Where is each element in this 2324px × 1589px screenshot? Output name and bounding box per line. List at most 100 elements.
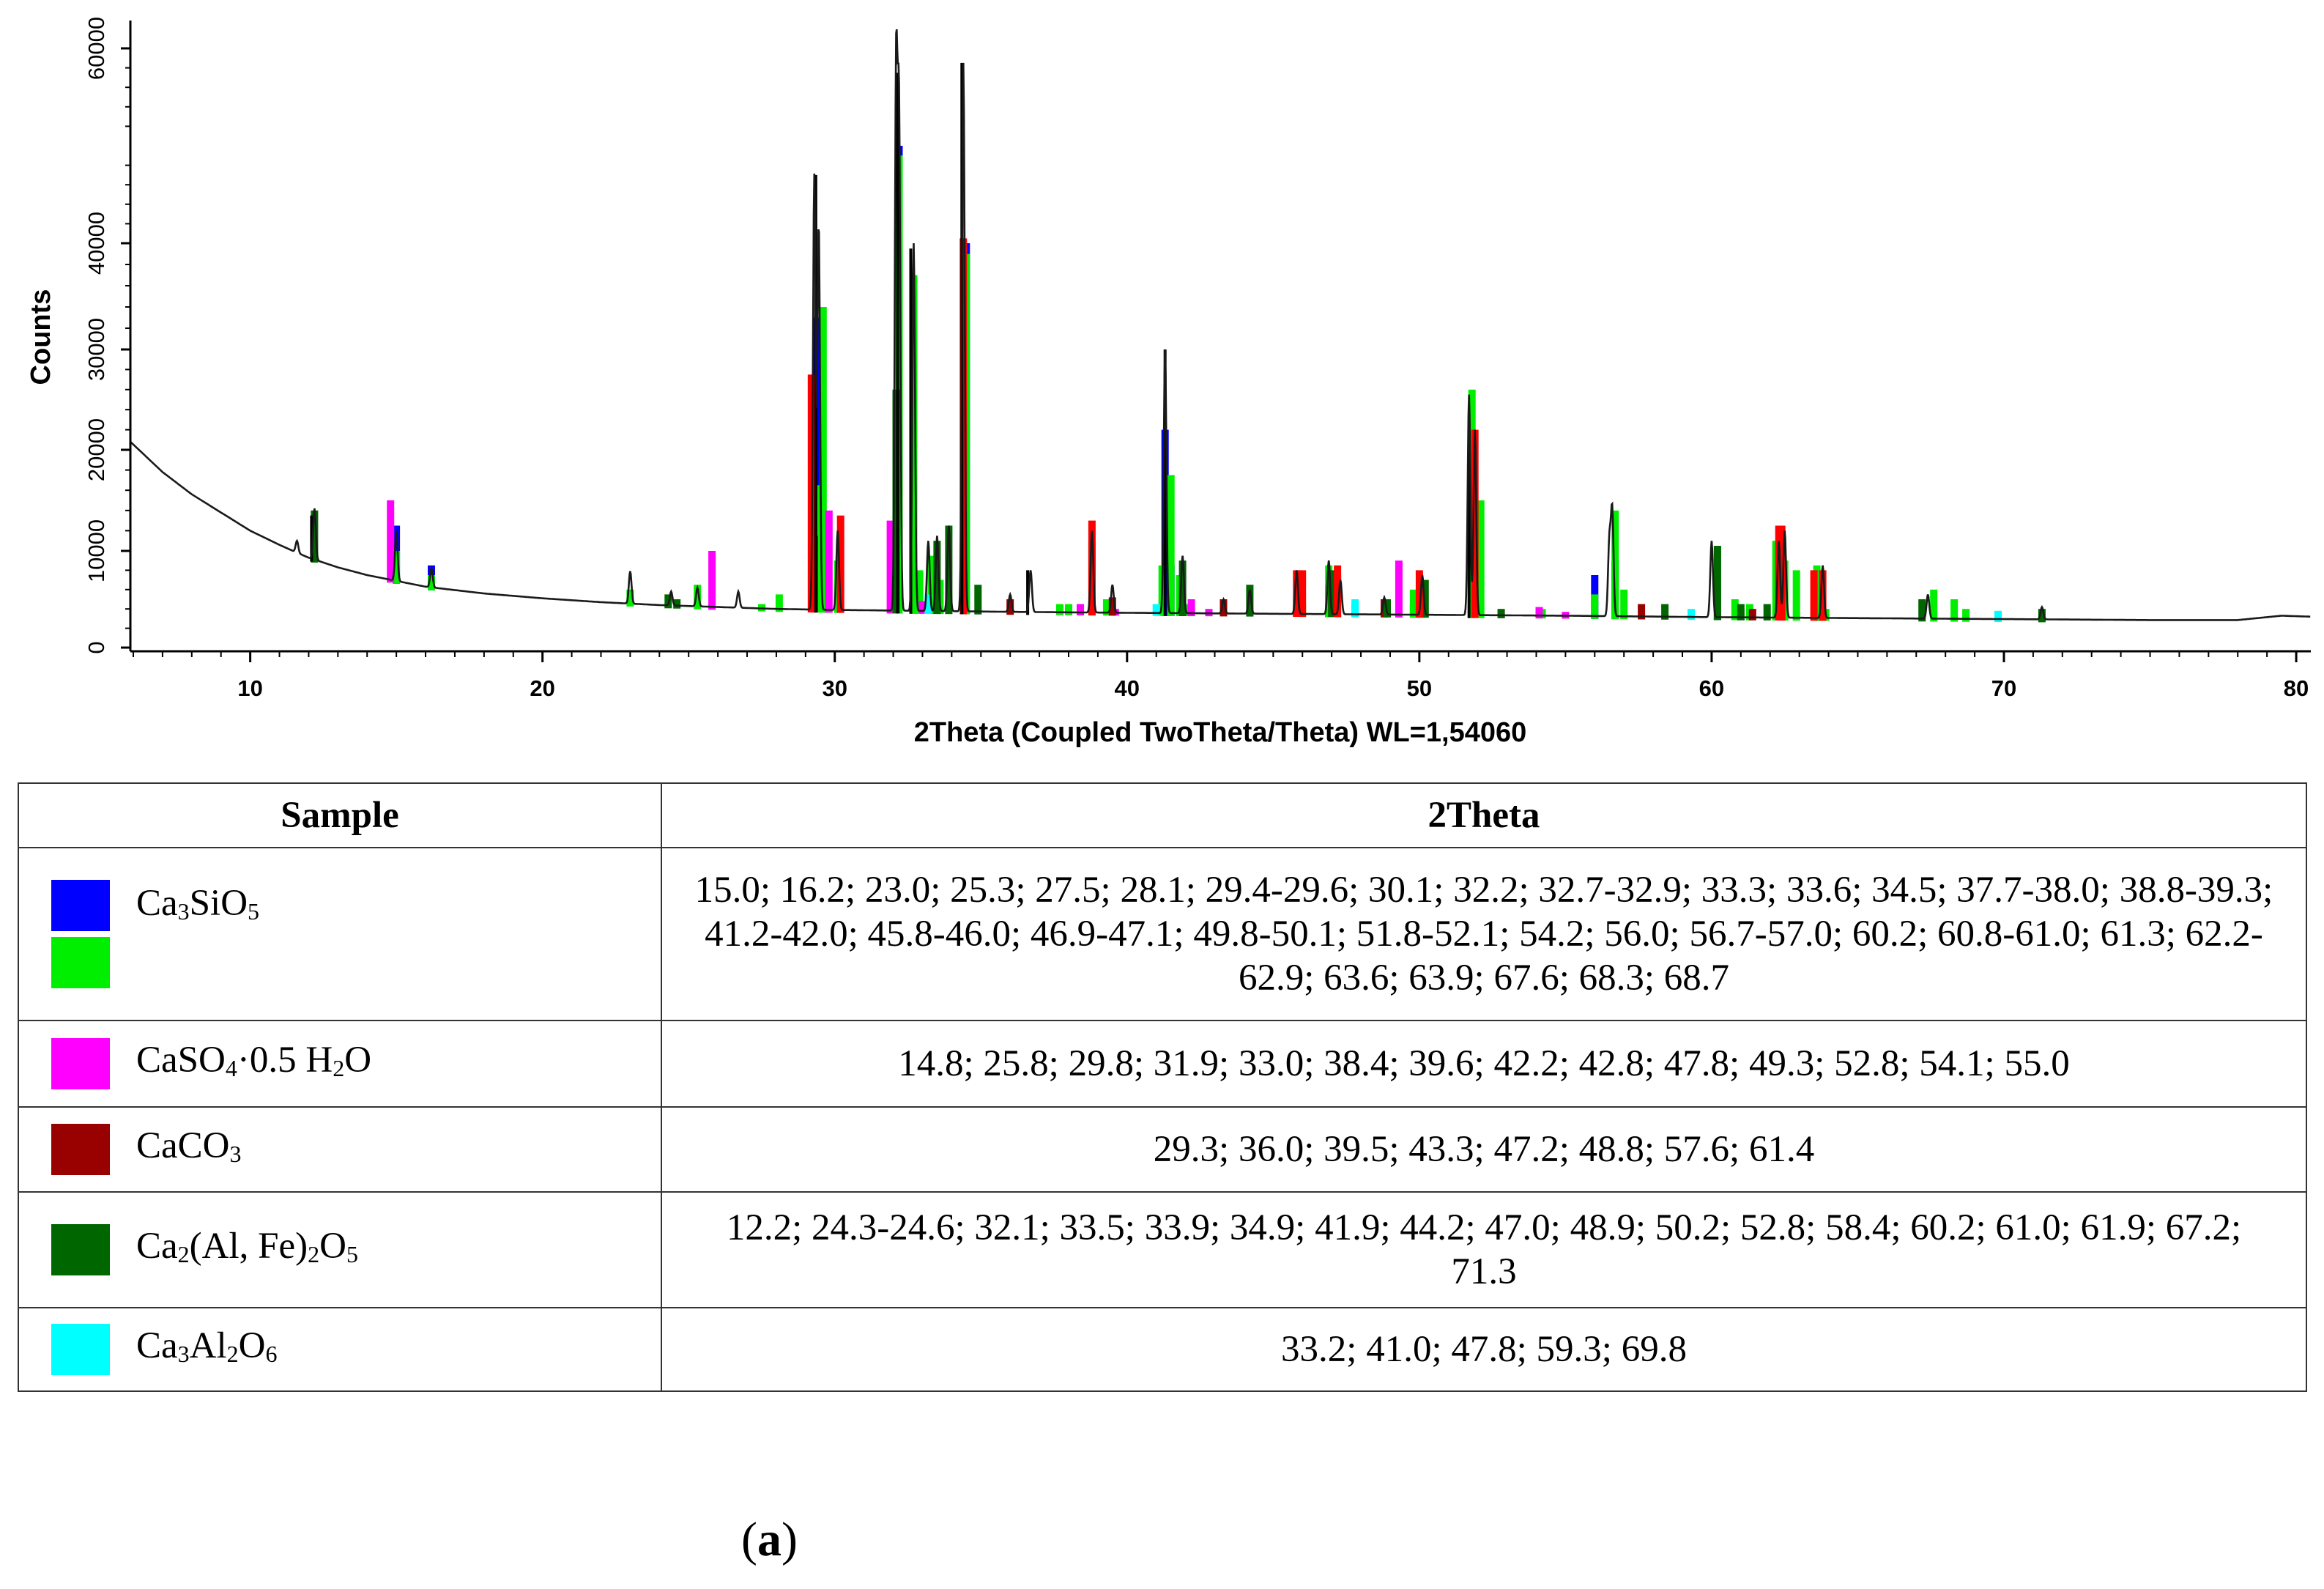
x-tick-label: 10 [237, 675, 262, 701]
table-row: Ca3Al2O6 33.2; 41.0; 47.8; 59.3; 69.8 [18, 1307, 2307, 1392]
reference-marker [708, 551, 716, 610]
y-ticks: 0 10000 20000 30000 40000 60000 [83, 17, 130, 654]
legend-swatch [51, 880, 110, 931]
y-axis-label: Counts [26, 289, 56, 385]
reference-marker [945, 525, 953, 615]
sample-cell: Ca2(Al, Fe)2O5 [18, 1191, 662, 1308]
reference-marker [1328, 570, 1336, 618]
peaks-cell: 15.0; 16.2; 23.0; 25.3; 27.5; 28.1; 29.4… [661, 847, 2307, 1021]
legend-swatch [51, 1124, 110, 1175]
reference-marker [1688, 609, 1695, 621]
header-sample: Sample [18, 782, 662, 848]
reference-marker [896, 73, 899, 614]
x-tick-label: 50 [1407, 675, 1432, 701]
reference-marker [1299, 570, 1307, 618]
reference-marker [1467, 450, 1471, 618]
marker-series-0 [393, 146, 1821, 621]
reference-markers [310, 62, 2046, 623]
legend-swatch [51, 1324, 110, 1375]
y-tick-label: 10000 [83, 519, 109, 582]
reference-marker [1471, 429, 1479, 618]
reference-marker [1077, 604, 1084, 615]
reference-marker [1638, 604, 1646, 620]
reference-marker [1334, 565, 1342, 618]
reference-marker [1477, 500, 1485, 618]
reference-marker [916, 570, 924, 614]
reference-marker [1497, 609, 1505, 618]
x-tick-label: 40 [1115, 675, 1140, 701]
y-tick-label: 60000 [83, 17, 109, 80]
xrd-chart: 0 10000 20000 30000 40000 60000 10 20 30 40 50 60 7… [26, 17, 2311, 748]
measured-pattern [130, 29, 2311, 621]
reference-marker [1108, 597, 1116, 616]
legend-swatch [51, 1038, 110, 1089]
reference-marker [1056, 604, 1063, 615]
y-tick-label: 30000 [83, 318, 109, 381]
reference-marker [1395, 560, 1403, 618]
reference-marker [673, 599, 681, 609]
table-header-row: Sample 2Theta [18, 782, 2307, 848]
sample-name: Ca3SiO5 [136, 882, 260, 925]
reference-marker [1950, 599, 1959, 622]
reference-marker [428, 575, 435, 590]
reference-marker [927, 555, 935, 614]
reference-marker [910, 275, 918, 614]
reference-marker [886, 520, 894, 614]
reference-marker [1152, 604, 1160, 616]
peaks-cell: 33.2; 41.0; 47.8; 59.3; 69.8 [661, 1307, 2307, 1392]
sample-cell: Ca3Al2O6 [18, 1307, 662, 1392]
reference-marker [1102, 599, 1110, 616]
peaks-cell: 29.3; 36.0; 39.5; 43.3; 47.2; 48.8; 57.6… [661, 1106, 2307, 1193]
reference-marker [694, 585, 702, 610]
sample-name: Ca2(Al, Fe)2O5 [136, 1225, 358, 1267]
reference-marker [626, 589, 634, 607]
reference-marker [1219, 599, 1228, 617]
reference-marker [1178, 560, 1187, 616]
peaks-cell: 14.8; 25.8; 29.8; 31.9; 33.0; 38.4; 39.6… [661, 1020, 2307, 1108]
reference-marker [775, 594, 783, 612]
reference-marker [1293, 570, 1301, 617]
reference-marker [1611, 510, 1619, 620]
reference-marker [1962, 609, 1970, 622]
pattern-line [130, 29, 2311, 621]
reference-marker [1088, 520, 1096, 616]
reference-marker [1351, 599, 1359, 618]
reference-marker [1713, 546, 1721, 621]
reference-marker [1994, 610, 2002, 622]
legend-swatch [51, 1224, 110, 1275]
x-tick-label: 30 [822, 675, 847, 701]
reference-marker [1187, 599, 1195, 617]
reference-marker [924, 594, 932, 614]
reference-marker [2038, 609, 2046, 623]
reference-marker [819, 307, 827, 613]
reference-marker [918, 601, 927, 614]
sample-cell: Ca3SiO5 [18, 847, 662, 1021]
sample-name: CaSO4·0.5 H2O [136, 1039, 372, 1081]
reference-marker [1737, 604, 1745, 621]
reference-marker [1810, 570, 1818, 621]
table-row: Ca3SiO5 15.0; 16.2; 23.0; 25.3; 27.5; 28.… [18, 847, 2307, 1021]
phase-table: Sample 2Theta Ca3SiO5 15.0; 16.2; 23.0; 2… [18, 782, 2307, 1392]
reference-marker [1535, 607, 1543, 619]
reference-marker [825, 510, 833, 613]
reference-marker [1006, 599, 1014, 615]
sample-name: Ca3Al2O6 [136, 1325, 278, 1367]
reference-marker [1792, 570, 1800, 621]
sample-name: CaCO3 [136, 1125, 242, 1167]
reference-marker [1421, 579, 1429, 618]
reference-marker [393, 551, 401, 584]
peaks-cell: 12.2; 24.3-24.6; 32.1; 33.5; 33.9; 34.9;… [661, 1191, 2307, 1308]
reference-marker [1819, 570, 1827, 621]
y-tick-label: 40000 [83, 212, 109, 275]
reference-marker [1591, 594, 1599, 619]
x-tick-label: 70 [1991, 675, 2016, 701]
reference-marker [974, 585, 982, 615]
sample-cell: CaCO3 [18, 1106, 662, 1193]
x-tick-label: 20 [530, 675, 554, 701]
table-row: Ca2(Al, Fe)2O5 12.2; 24.3-24.6; 32.1; 33.… [18, 1191, 2307, 1308]
marker-series-1 [393, 155, 1970, 622]
reference-marker [1409, 589, 1417, 618]
reference-marker [1778, 525, 1786, 621]
legend-swatch [51, 937, 110, 988]
marker-series-5 [924, 594, 2002, 622]
